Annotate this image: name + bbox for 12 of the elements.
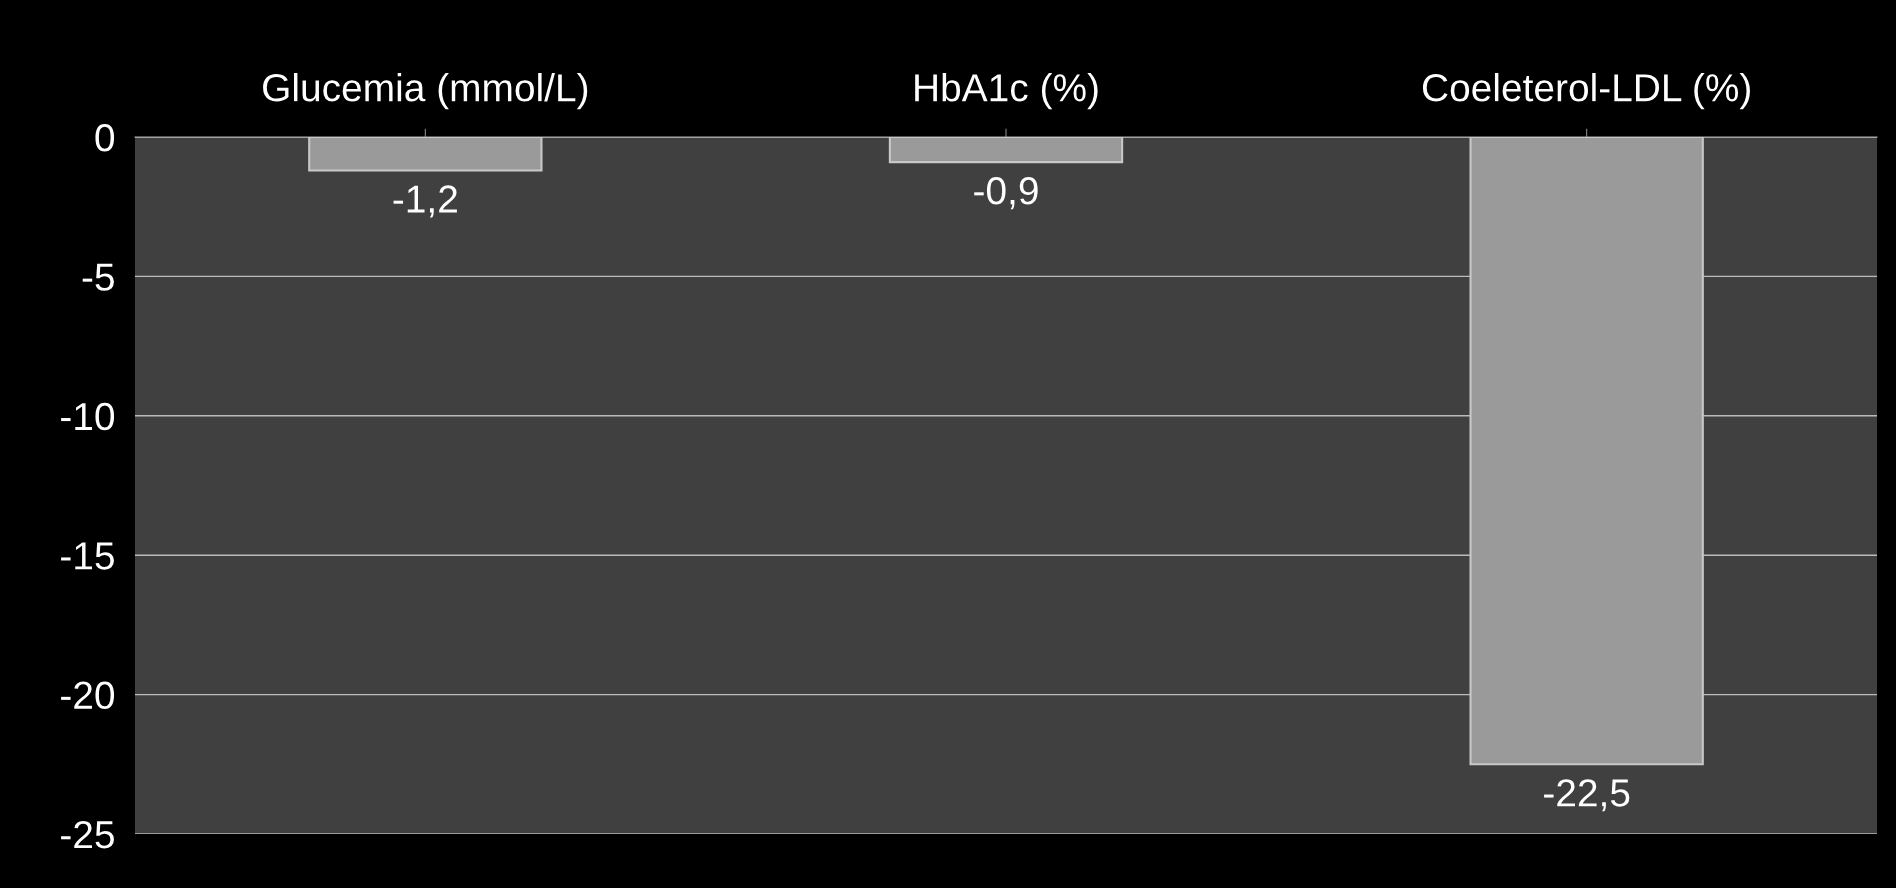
y-tick-label: -15 bbox=[61, 542, 114, 570]
y-tick-label: -5 bbox=[82, 263, 114, 291]
y-tick-label: -10 bbox=[61, 402, 115, 431]
y-tick-label: 0 bbox=[95, 123, 115, 152]
data-label: -1,2 bbox=[393, 185, 457, 218]
data-label: -22,5 bbox=[1544, 779, 1630, 812]
data-label: -0,9 bbox=[974, 177, 1038, 210]
y-tick-label: -20 bbox=[61, 681, 115, 710]
y-tick-label: -25 bbox=[61, 820, 114, 849]
x-tick-label: HbA1c (%) bbox=[915, 72, 1098, 110]
x-tick-label: Glucemia (mmol/L) bbox=[263, 72, 588, 110]
x-tick-label: Coeleterol-LDL (%) bbox=[1422, 72, 1750, 110]
